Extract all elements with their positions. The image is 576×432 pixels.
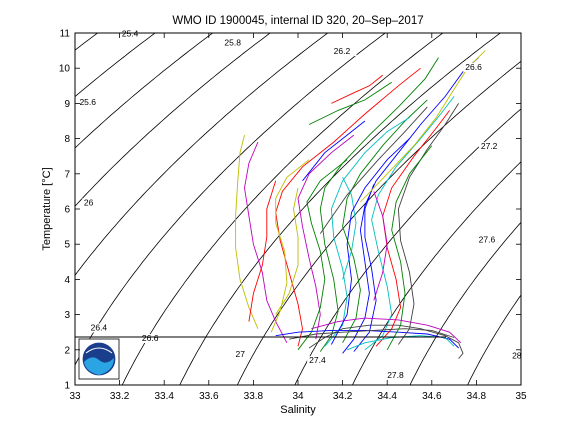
contour-label-bg <box>88 323 114 333</box>
contour-label-bg <box>233 349 248 359</box>
density-contour-27.8 <box>467 294 521 385</box>
noaa-logo <box>78 338 120 380</box>
density-contour-26.2 <box>75 33 328 276</box>
contour-label: 26.6 <box>142 333 159 343</box>
x-tick-label: 33.2 <box>110 391 130 402</box>
profile-line <box>275 67 421 347</box>
profile-line <box>248 180 277 322</box>
profile-line <box>353 184 377 352</box>
x-tick-label: 33.8 <box>244 391 264 402</box>
contour-label-bg <box>81 198 97 208</box>
profile-line <box>342 177 357 280</box>
x-tick-label: 34.4 <box>377 391 397 402</box>
profile-line <box>342 99 428 344</box>
contour-label: 27.8 <box>387 370 404 380</box>
profile-line <box>297 134 355 340</box>
profile-line <box>275 187 299 315</box>
contour-label: 26.2 <box>334 46 351 56</box>
density-contour-27.6 <box>409 221 521 385</box>
contour-label: 27.6 <box>479 234 496 244</box>
density-contour-28 <box>525 33 576 385</box>
x-tick-label: 34.2 <box>333 391 353 402</box>
y-tick-label: 2 <box>64 345 70 356</box>
y-tick-label: 3 <box>64 310 70 321</box>
profile-line <box>289 328 455 340</box>
profile-line <box>364 96 455 351</box>
contour-label: 25.8 <box>224 37 241 47</box>
density-contour-27.2 <box>294 108 521 385</box>
x-axis-title: Salinity <box>280 404 316 416</box>
y-tick-label: 1 <box>64 381 70 392</box>
y-tick-label: 11 <box>60 29 71 40</box>
profile-line <box>386 145 433 351</box>
y-tick-label: 6 <box>64 205 70 216</box>
contour-label-bg <box>385 370 410 380</box>
profile-line <box>331 74 383 104</box>
profile-line <box>311 317 462 344</box>
contour-label-bg <box>77 98 103 108</box>
y-axis-title: Temperature [°C] <box>41 167 53 250</box>
contour-label-bg <box>510 351 525 361</box>
chart-title: WMO ID 1900045, internal ID 320, 20–Sep–… <box>172 15 423 27</box>
contour-label: 26.6 <box>465 62 482 72</box>
density-contour-labels: 25.4 25.8 26.2 26.6 25.6 27.2 26 27.6 26.4 26.6 27… <box>77 29 525 380</box>
density-contour-27.4 <box>352 161 521 385</box>
profile-lines <box>235 50 486 359</box>
density-contour-25.6 <box>75 33 156 98</box>
profile-line <box>397 103 459 345</box>
y-tick-label: 5 <box>64 240 70 251</box>
contour-label-bg <box>463 62 489 72</box>
y-axis: 1 2 3 4 5 6 7 8 9 10 11 <box>59 29 521 392</box>
contour-label: 27.2 <box>481 141 498 151</box>
x-tick-label: 33 <box>69 391 81 402</box>
density-contour-26.8 <box>179 33 501 385</box>
density-contour-26 <box>75 33 271 207</box>
contour-label: 27 <box>236 349 246 359</box>
x-tick-label: 33.6 <box>199 391 219 402</box>
contour-label: 27.4 <box>309 355 326 365</box>
profile-line <box>324 117 410 347</box>
y-tick-label: 7 <box>64 169 70 180</box>
profile-line <box>244 141 288 344</box>
contour-label-bg <box>119 29 145 39</box>
density-contour-26.6 <box>121 33 444 385</box>
y-tick-label: 8 <box>64 134 70 145</box>
density-contour-25.8 <box>75 33 213 149</box>
density-contours <box>75 33 576 385</box>
contour-label-bg <box>222 38 248 48</box>
contour-label: 25.4 <box>122 29 139 39</box>
profile-line <box>360 50 486 203</box>
profile-line <box>235 134 259 329</box>
x-tick-label: 33.4 <box>154 391 174 402</box>
contour-label-bg <box>476 235 502 245</box>
y-tick-label: 10 <box>59 64 71 75</box>
profile-line <box>346 335 455 351</box>
contour-label: 26 <box>84 197 94 207</box>
profile-line <box>331 138 410 345</box>
density-contour-27 <box>236 60 521 385</box>
contour-label: 26.4 <box>91 322 108 332</box>
contour-label: 25.6 <box>79 97 96 107</box>
contour-label-bg <box>331 47 357 57</box>
x-tick-label: 34.8 <box>467 391 487 402</box>
contour-label-bg <box>478 142 504 152</box>
contour-label: 28 <box>512 351 522 361</box>
x-tick-label: 35 <box>515 391 527 402</box>
profile-line <box>319 106 428 234</box>
y-tick-label: 9 <box>64 99 70 110</box>
profile-line <box>319 57 439 352</box>
profile-line <box>373 191 388 301</box>
profile-line <box>302 120 366 182</box>
contour-label-bg <box>307 356 332 366</box>
x-tick-label: 34.6 <box>422 391 442 402</box>
x-tick-label: 34 <box>292 391 304 402</box>
profile-line <box>308 81 392 125</box>
y-tick-label: 4 <box>64 275 70 286</box>
profile-line <box>297 159 348 351</box>
x-axis: 33 33.2 33.4 33.6 33.8 34 34.2 34.4 34.6 34.8 35 <box>69 33 527 402</box>
contour-label-bg <box>139 334 165 343</box>
